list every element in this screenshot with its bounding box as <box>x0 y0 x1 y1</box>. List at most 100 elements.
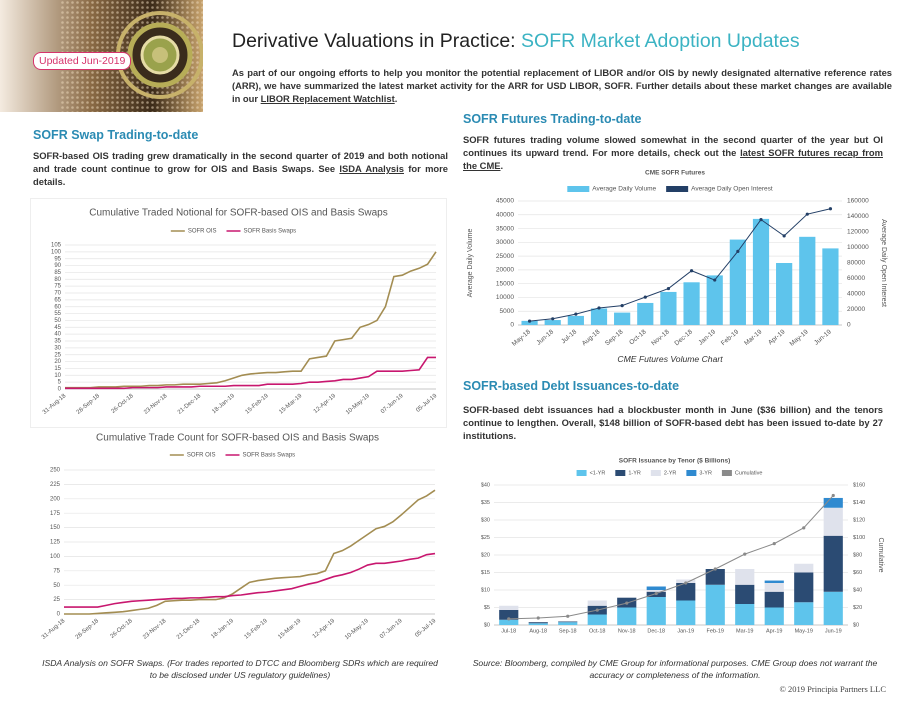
legend-swatch <box>576 470 587 476</box>
x-tick-label: Jul-18 <box>560 328 578 345</box>
x-tick-label: Jun-18 <box>535 328 555 346</box>
point <box>743 552 747 556</box>
y-tick-label: 25 <box>53 597 60 603</box>
point <box>507 617 511 621</box>
line <box>64 489 436 615</box>
y-axis-label: Average Daily Volume <box>467 229 474 298</box>
point <box>666 286 671 291</box>
bar <box>521 320 538 325</box>
bar <box>528 623 548 625</box>
link[interactable]: LIBOR Replacement Watchlist <box>260 93 395 104</box>
x-tick-label: Oct-18 <box>628 328 648 346</box>
y-tick-label: $15 <box>481 570 490 576</box>
y-tick-label: $20 <box>481 552 490 558</box>
x-tick-label: 21-Dec-18 <box>177 393 203 416</box>
chart: Cumulative Trade Count for SOFR-based OI… <box>41 433 438 642</box>
bar <box>558 621 578 623</box>
legend-label: 2-YR <box>664 470 677 476</box>
text: . <box>500 160 504 171</box>
x-tick-label: 23-Nov-18 <box>142 618 168 641</box>
chart: Cumulative Traded Notional for SOFR-base… <box>30 198 447 428</box>
y-tick-label: 100 <box>51 249 62 255</box>
bar <box>676 583 696 601</box>
x-tick-label: 31-Aug-18 <box>41 618 67 641</box>
y-tick-label: $0 <box>853 622 859 628</box>
x-tick-label: Sep-18 <box>559 628 577 634</box>
x-tick-label: 28-Sep-18 <box>76 393 102 416</box>
bar <box>587 614 607 625</box>
x-tick-label: Jun-19 <box>825 628 842 634</box>
point <box>736 249 740 253</box>
x-tick-label: 31-Aug-18 <box>42 393 68 416</box>
y-tick-label: 45000 <box>496 198 514 205</box>
x-tick-label: Apr-19 <box>767 328 787 346</box>
x-tick-label: Jan-19 <box>697 328 717 346</box>
x-tick-label: Feb-19 <box>707 628 724 634</box>
y-tick-label: $140 <box>853 500 865 506</box>
legend-label: Average Daily Volume <box>592 186 656 193</box>
point <box>654 591 658 596</box>
x-tick-label: Sep-18 <box>604 328 625 347</box>
y-tick-label: 225 <box>50 482 61 488</box>
x-tick-label: 26-Oct-18 <box>110 393 135 415</box>
y2-axis-label: Cumulative <box>877 537 884 572</box>
y-tick-label: 250 <box>50 468 61 474</box>
y-tick-label: 175 <box>50 511 61 517</box>
y-tick-label: 85 <box>54 270 61 276</box>
chart-title: CME SOFR Futures <box>645 170 705 177</box>
y-tick-label: 20000 <box>847 306 865 313</box>
bar <box>823 497 843 508</box>
x-tick-label: 21-Dec-18 <box>176 618 202 641</box>
legend-swatch <box>666 186 689 192</box>
bar <box>499 605 519 610</box>
y-tick-label: 50 <box>53 583 60 589</box>
y-tick-label: 100 <box>50 554 61 560</box>
y-tick-label: $40 <box>853 587 862 593</box>
legend: Average Daily Volume Average Daily Open I… <box>567 186 773 193</box>
legend-swatch <box>721 470 732 476</box>
link[interactable]: ISDA Analysis <box>339 163 404 174</box>
bar <box>676 579 696 583</box>
link[interactable]: latest SOFR futures recap from the CME <box>463 147 883 171</box>
chart-caption: ISDA Analysis on SOFR Swaps. (For trades… <box>42 658 438 680</box>
point <box>802 526 806 530</box>
section-heading: SOFR Futures Trading-to-date <box>463 112 642 126</box>
point <box>536 616 540 620</box>
point <box>782 234 786 238</box>
y-tick-label: $35 <box>481 500 490 506</box>
title-highlight: SOFR Market Adoption Updates <box>521 30 800 52</box>
bar <box>794 563 814 573</box>
legend-label: Average Daily Open Interest <box>691 186 773 193</box>
y-tick-label: 15000 <box>496 280 514 287</box>
x-tick-label: 15-Feb-19 <box>245 393 271 416</box>
bar <box>646 590 666 592</box>
y-tick-label: 35000 <box>496 225 514 232</box>
point <box>684 581 688 585</box>
y-tick-label: 160000 <box>847 198 869 205</box>
y-tick-label: 150 <box>50 525 61 531</box>
line <box>65 251 437 389</box>
legend: <1-YR 1-YR 2-YR 3-YR Cumulative <box>576 470 762 476</box>
x-tick-label: 12-Apr-19 <box>312 618 337 640</box>
y-tick-label: 35 <box>54 339 61 345</box>
point <box>574 312 578 316</box>
y-tick-label: 200 <box>50 496 61 502</box>
x-tick-label: Dec-18 <box>647 628 665 634</box>
x-tick-label: 10-May-19 <box>345 393 371 416</box>
point <box>828 207 833 211</box>
x-tick-label: 12-Apr-19 <box>313 393 338 415</box>
line <box>529 208 831 322</box>
x-tick-label: May-19 <box>789 328 810 348</box>
legend-label: SOFR Basis Swaps <box>243 229 296 235</box>
y-tick-label: $60 <box>853 570 862 576</box>
legend: SOFR OIS SOFR Basis Swaps <box>169 453 295 459</box>
x-tick-label: Dec-18 <box>673 328 694 347</box>
chart: SOFR Issuance by Tenor ($ Billions) $0 $5 $… <box>481 458 884 635</box>
legend: SOFR OIS SOFR Basis Swaps <box>170 229 296 235</box>
bar <box>794 602 814 625</box>
legend-swatch <box>650 470 661 476</box>
y-tick-label: 75 <box>54 284 61 290</box>
text: SOFR futures trading volume slowed somew… <box>463 134 883 158</box>
page-title: Derivative Valuations in Practice: SOFR … <box>232 30 800 53</box>
